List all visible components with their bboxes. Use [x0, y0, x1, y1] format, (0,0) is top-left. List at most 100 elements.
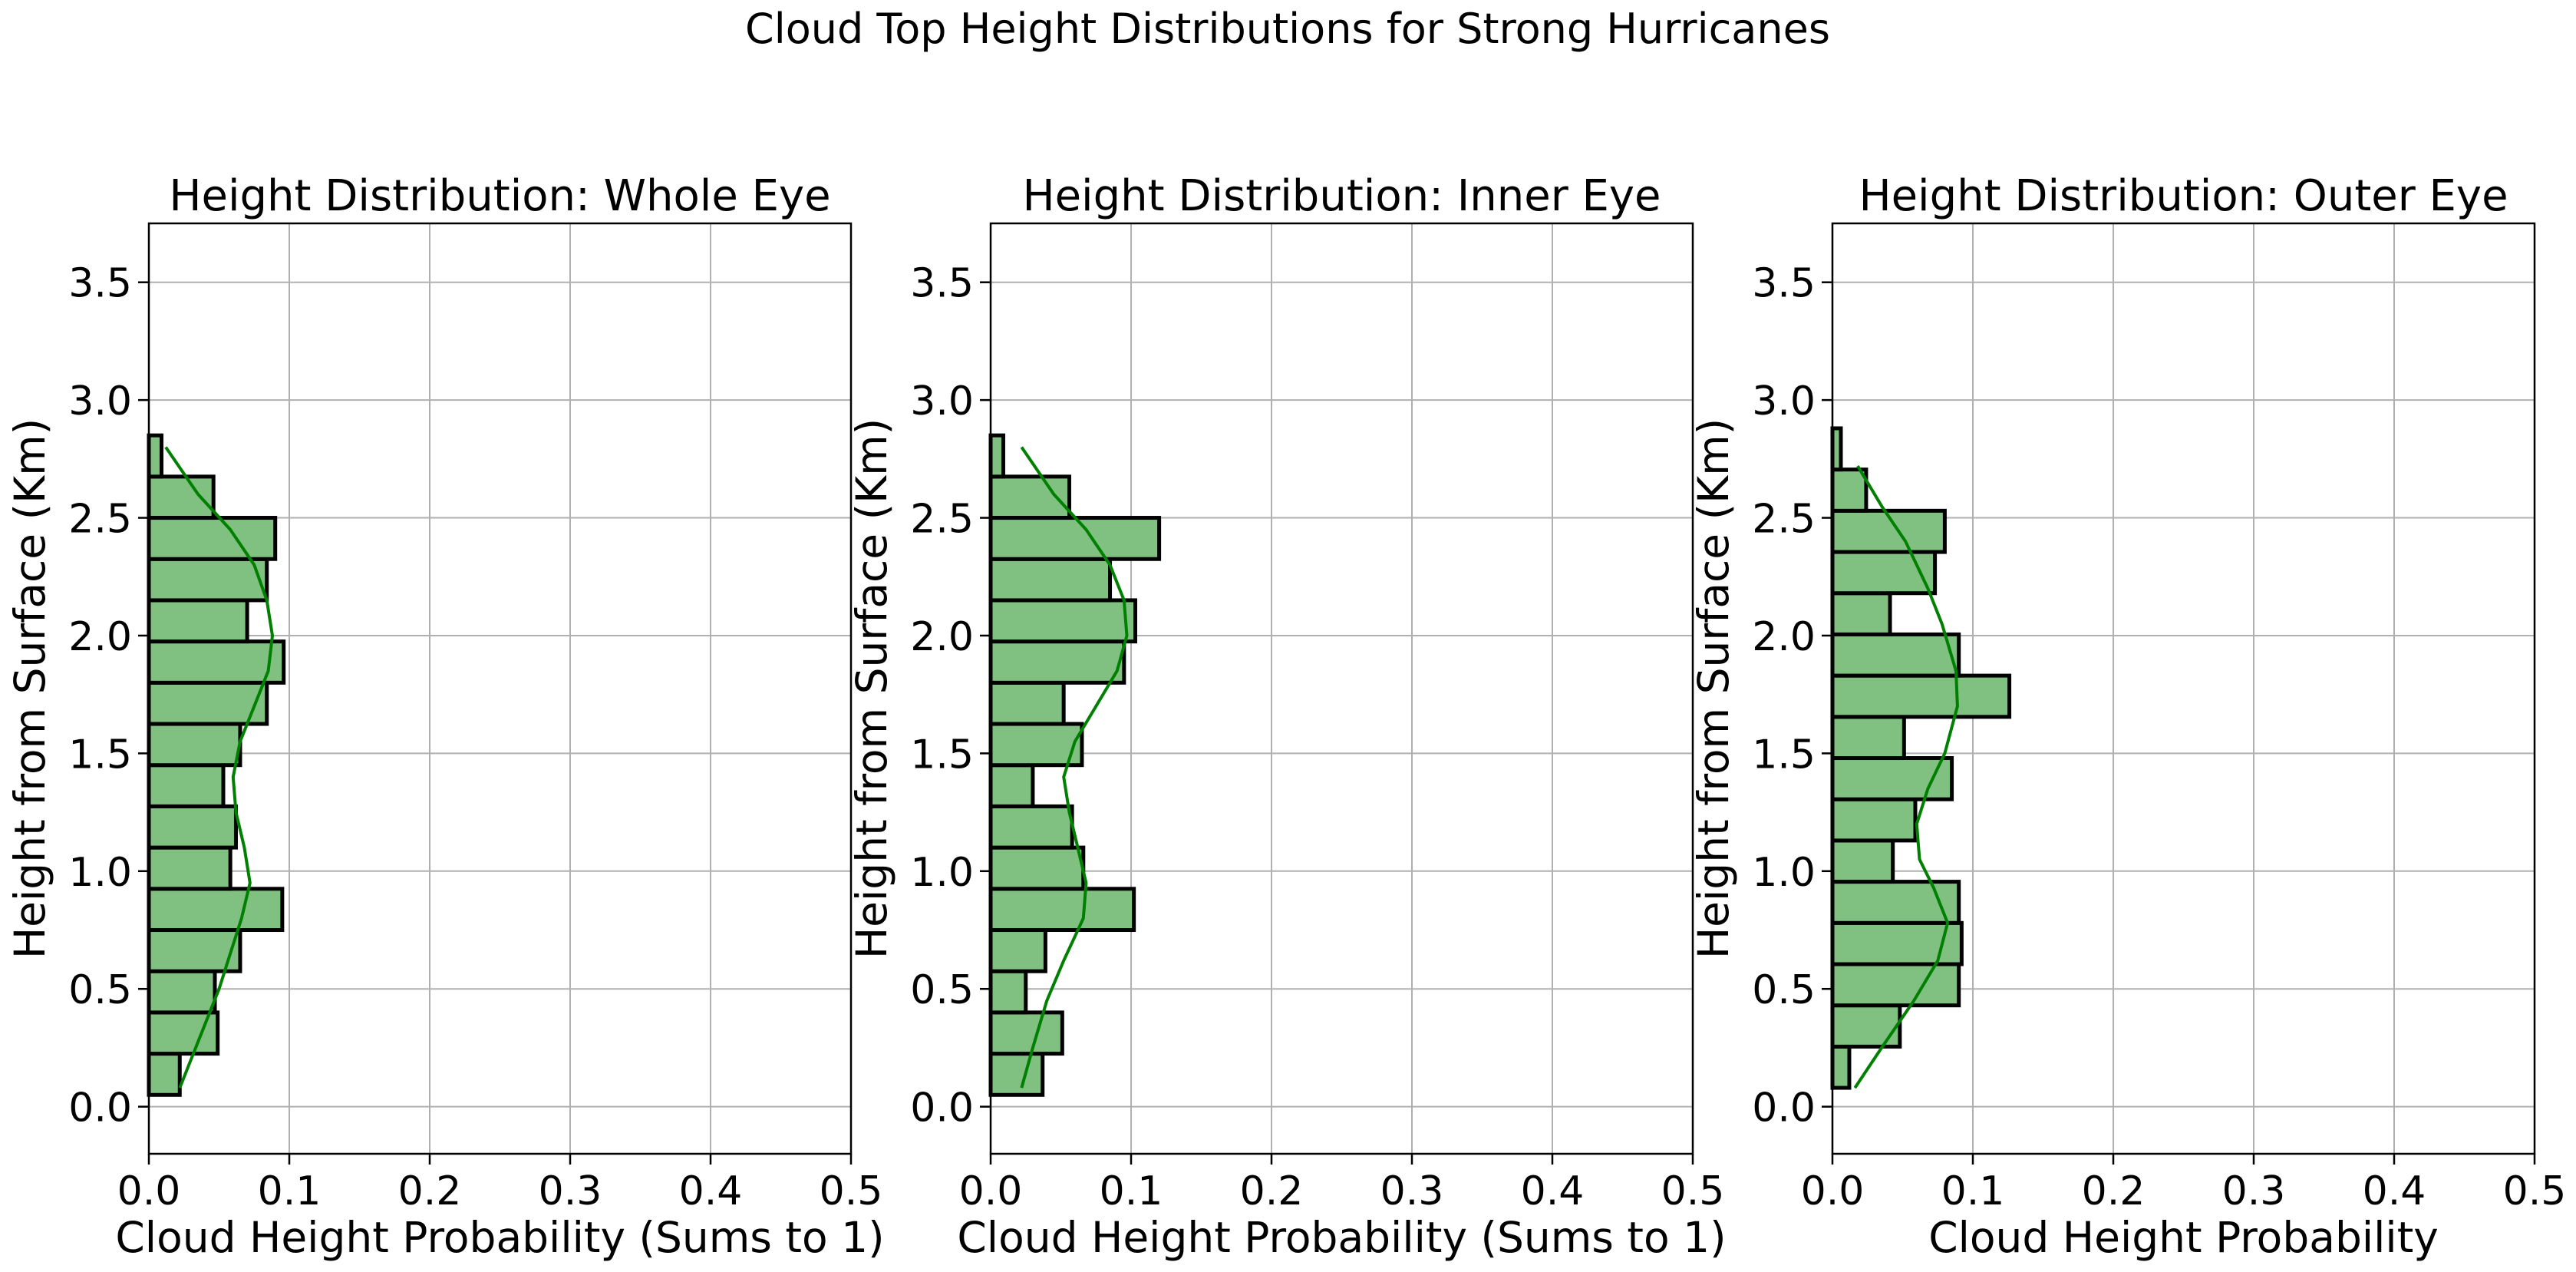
- histogram-bar: [988, 928, 1047, 973]
- histogram-bar: [147, 845, 233, 891]
- y-tick-label: 1.5: [1752, 732, 1816, 778]
- y-tick-label: 3.0: [68, 378, 132, 425]
- histogram-bar: [147, 804, 238, 850]
- subplot-title: Height Distribution: Inner Eye: [1022, 171, 1661, 221]
- x-tick-label: 0.0: [1801, 1168, 1865, 1214]
- x-tick-label: 0.2: [398, 1168, 462, 1214]
- y-tick-label: 3.5: [910, 261, 974, 307]
- y-tick-label: 2.0: [910, 614, 974, 660]
- y-tick-label: 0.0: [910, 1085, 974, 1132]
- x-axis-label: Cloud Height Probability (Sums to 1): [115, 1213, 884, 1262]
- y-tick-label: 2.5: [1752, 497, 1816, 543]
- histogram-bar: [147, 639, 286, 685]
- y-tick-label: 3.0: [910, 378, 974, 425]
- x-axis-label: Cloud Height Probability: [1928, 1213, 2439, 1262]
- histogram-bar: [147, 1052, 182, 1097]
- histogram-bar: [988, 557, 1113, 603]
- x-tick-label: 0.3: [1380, 1168, 1444, 1214]
- histogram-bar: [1830, 962, 1961, 1008]
- y-tick-label: 1.0: [910, 850, 974, 896]
- x-tick-label: 0.4: [1521, 1168, 1585, 1214]
- subplot-3: 0.0 0.1 0.2 0.3 0.4 0.5 0.0 0.5 1.0 1.5 2.0 2.5 3.0 3…: [1689, 171, 2566, 1262]
- histogram-bar: [988, 433, 1005, 479]
- x-tick-label: 0.0: [117, 1168, 181, 1214]
- histogram-bar: [1830, 838, 1895, 884]
- x-tick-label: 0.3: [539, 1168, 602, 1214]
- kde-curve: [164, 446, 274, 1089]
- y-tick-label: 3.5: [68, 261, 132, 307]
- y-tick-label: 2.0: [68, 614, 132, 660]
- kde-curve: [1020, 446, 1129, 1089]
- histogram-bar: [147, 474, 216, 520]
- x-tick-label: 0.0: [959, 1168, 1023, 1214]
- histogram-bar: [988, 1052, 1045, 1097]
- x-tick-label: 0.4: [679, 1168, 743, 1214]
- x-tick-label: 0.5: [820, 1168, 883, 1214]
- y-tick-label: 2.5: [68, 497, 132, 543]
- x-tick-label: 0.1: [1100, 1168, 1163, 1214]
- y-tick-label: 2.5: [910, 497, 974, 543]
- subplot-1: 0.0 0.1 0.2 0.3 0.4 0.5 0.0 0.5 1.0 1.5 2.0 2.5 3.0 3…: [5, 171, 885, 1262]
- histogram-bar: [988, 516, 1162, 561]
- y-tick-label: 0.0: [68, 1085, 132, 1132]
- x-tick-label: 0.5: [2503, 1168, 2567, 1214]
- histogram-bar: [147, 763, 226, 808]
- histogram-bar: [1830, 715, 1906, 761]
- subplot-title: Height Distribution: Outer Eye: [1859, 171, 2508, 221]
- x-tick-label: 0.3: [2222, 1168, 2286, 1214]
- histogram-bar: [147, 598, 249, 644]
- y-tick-label: 3.0: [1752, 378, 1816, 425]
- histogram-bar: [988, 887, 1136, 933]
- histogram-bar: [1830, 797, 1918, 843]
- histogram-bar: [147, 433, 163, 479]
- figure-title: Cloud Top Height Distributions for Stron…: [745, 5, 1830, 53]
- histogram-bar: [988, 804, 1074, 850]
- histogram-bar: [988, 639, 1126, 685]
- histogram-bar: [1830, 880, 1961, 925]
- kde-curve: [1853, 464, 1959, 1089]
- histogram-bar: [988, 680, 1066, 726]
- subplot-title: Height Distribution: Whole Eye: [169, 171, 830, 221]
- histogram-bar: [147, 680, 269, 726]
- histogram-bar: [147, 557, 269, 603]
- y-tick-label: 1.0: [68, 850, 132, 896]
- histogram-bar: [147, 722, 242, 768]
- y-axis-label: Height from Surface (Km): [5, 418, 54, 959]
- histogram-bar: [147, 887, 285, 933]
- y-tick-label: 0.5: [910, 967, 974, 1013]
- histogram-bar: [147, 516, 278, 561]
- histogram-bar: [1830, 632, 1961, 678]
- y-axis-label: Height from Surface (Km): [847, 418, 896, 959]
- histogram-bar: [988, 1010, 1064, 1056]
- axes-frame: [1831, 222, 2536, 1155]
- y-tick-label: 0.5: [68, 967, 132, 1013]
- y-tick-label: 3.5: [1752, 261, 1816, 307]
- axes-frame: [147, 222, 853, 1155]
- histogram-bar: [1830, 468, 1869, 513]
- y-tick-label: 1.5: [910, 732, 974, 778]
- histogram-bar: [1830, 1003, 1902, 1049]
- y-tick-label: 2.0: [1752, 614, 1816, 660]
- histogram-bar: [147, 969, 217, 1015]
- x-tick-label: 0.1: [258, 1168, 322, 1214]
- x-tick-label: 0.5: [1661, 1168, 1725, 1214]
- histogram-bar: [988, 763, 1035, 808]
- histogram-bar: [988, 845, 1086, 891]
- y-tick-label: 0.0: [1752, 1085, 1816, 1132]
- histogram-bar: [988, 969, 1028, 1015]
- y-tick-label: 0.5: [1752, 967, 1816, 1013]
- y-axis-label: Height from Surface (Km): [1689, 418, 1738, 959]
- x-axis-label: Cloud Height Probability (Sums to 1): [957, 1213, 1726, 1262]
- histogram-bar: [1830, 591, 1892, 636]
- x-tick-label: 0.4: [2363, 1168, 2426, 1214]
- subplots: 0.0 0.1 0.2 0.3 0.4 0.5 0.0 0.5 1.0 1.5 2.0 2.5 3.0 3…: [5, 171, 2566, 1262]
- axes-frame: [989, 222, 1694, 1155]
- x-tick-label: 0.2: [2082, 1168, 2146, 1214]
- histogram-bar: [1830, 673, 2012, 719]
- histogram-bar: [1830, 1044, 1852, 1090]
- histogram-bar: [988, 598, 1137, 644]
- x-tick-label: 0.2: [1240, 1168, 1304, 1214]
- y-tick-label: 1.0: [1752, 850, 1816, 896]
- histogram-bar: [1830, 426, 1843, 472]
